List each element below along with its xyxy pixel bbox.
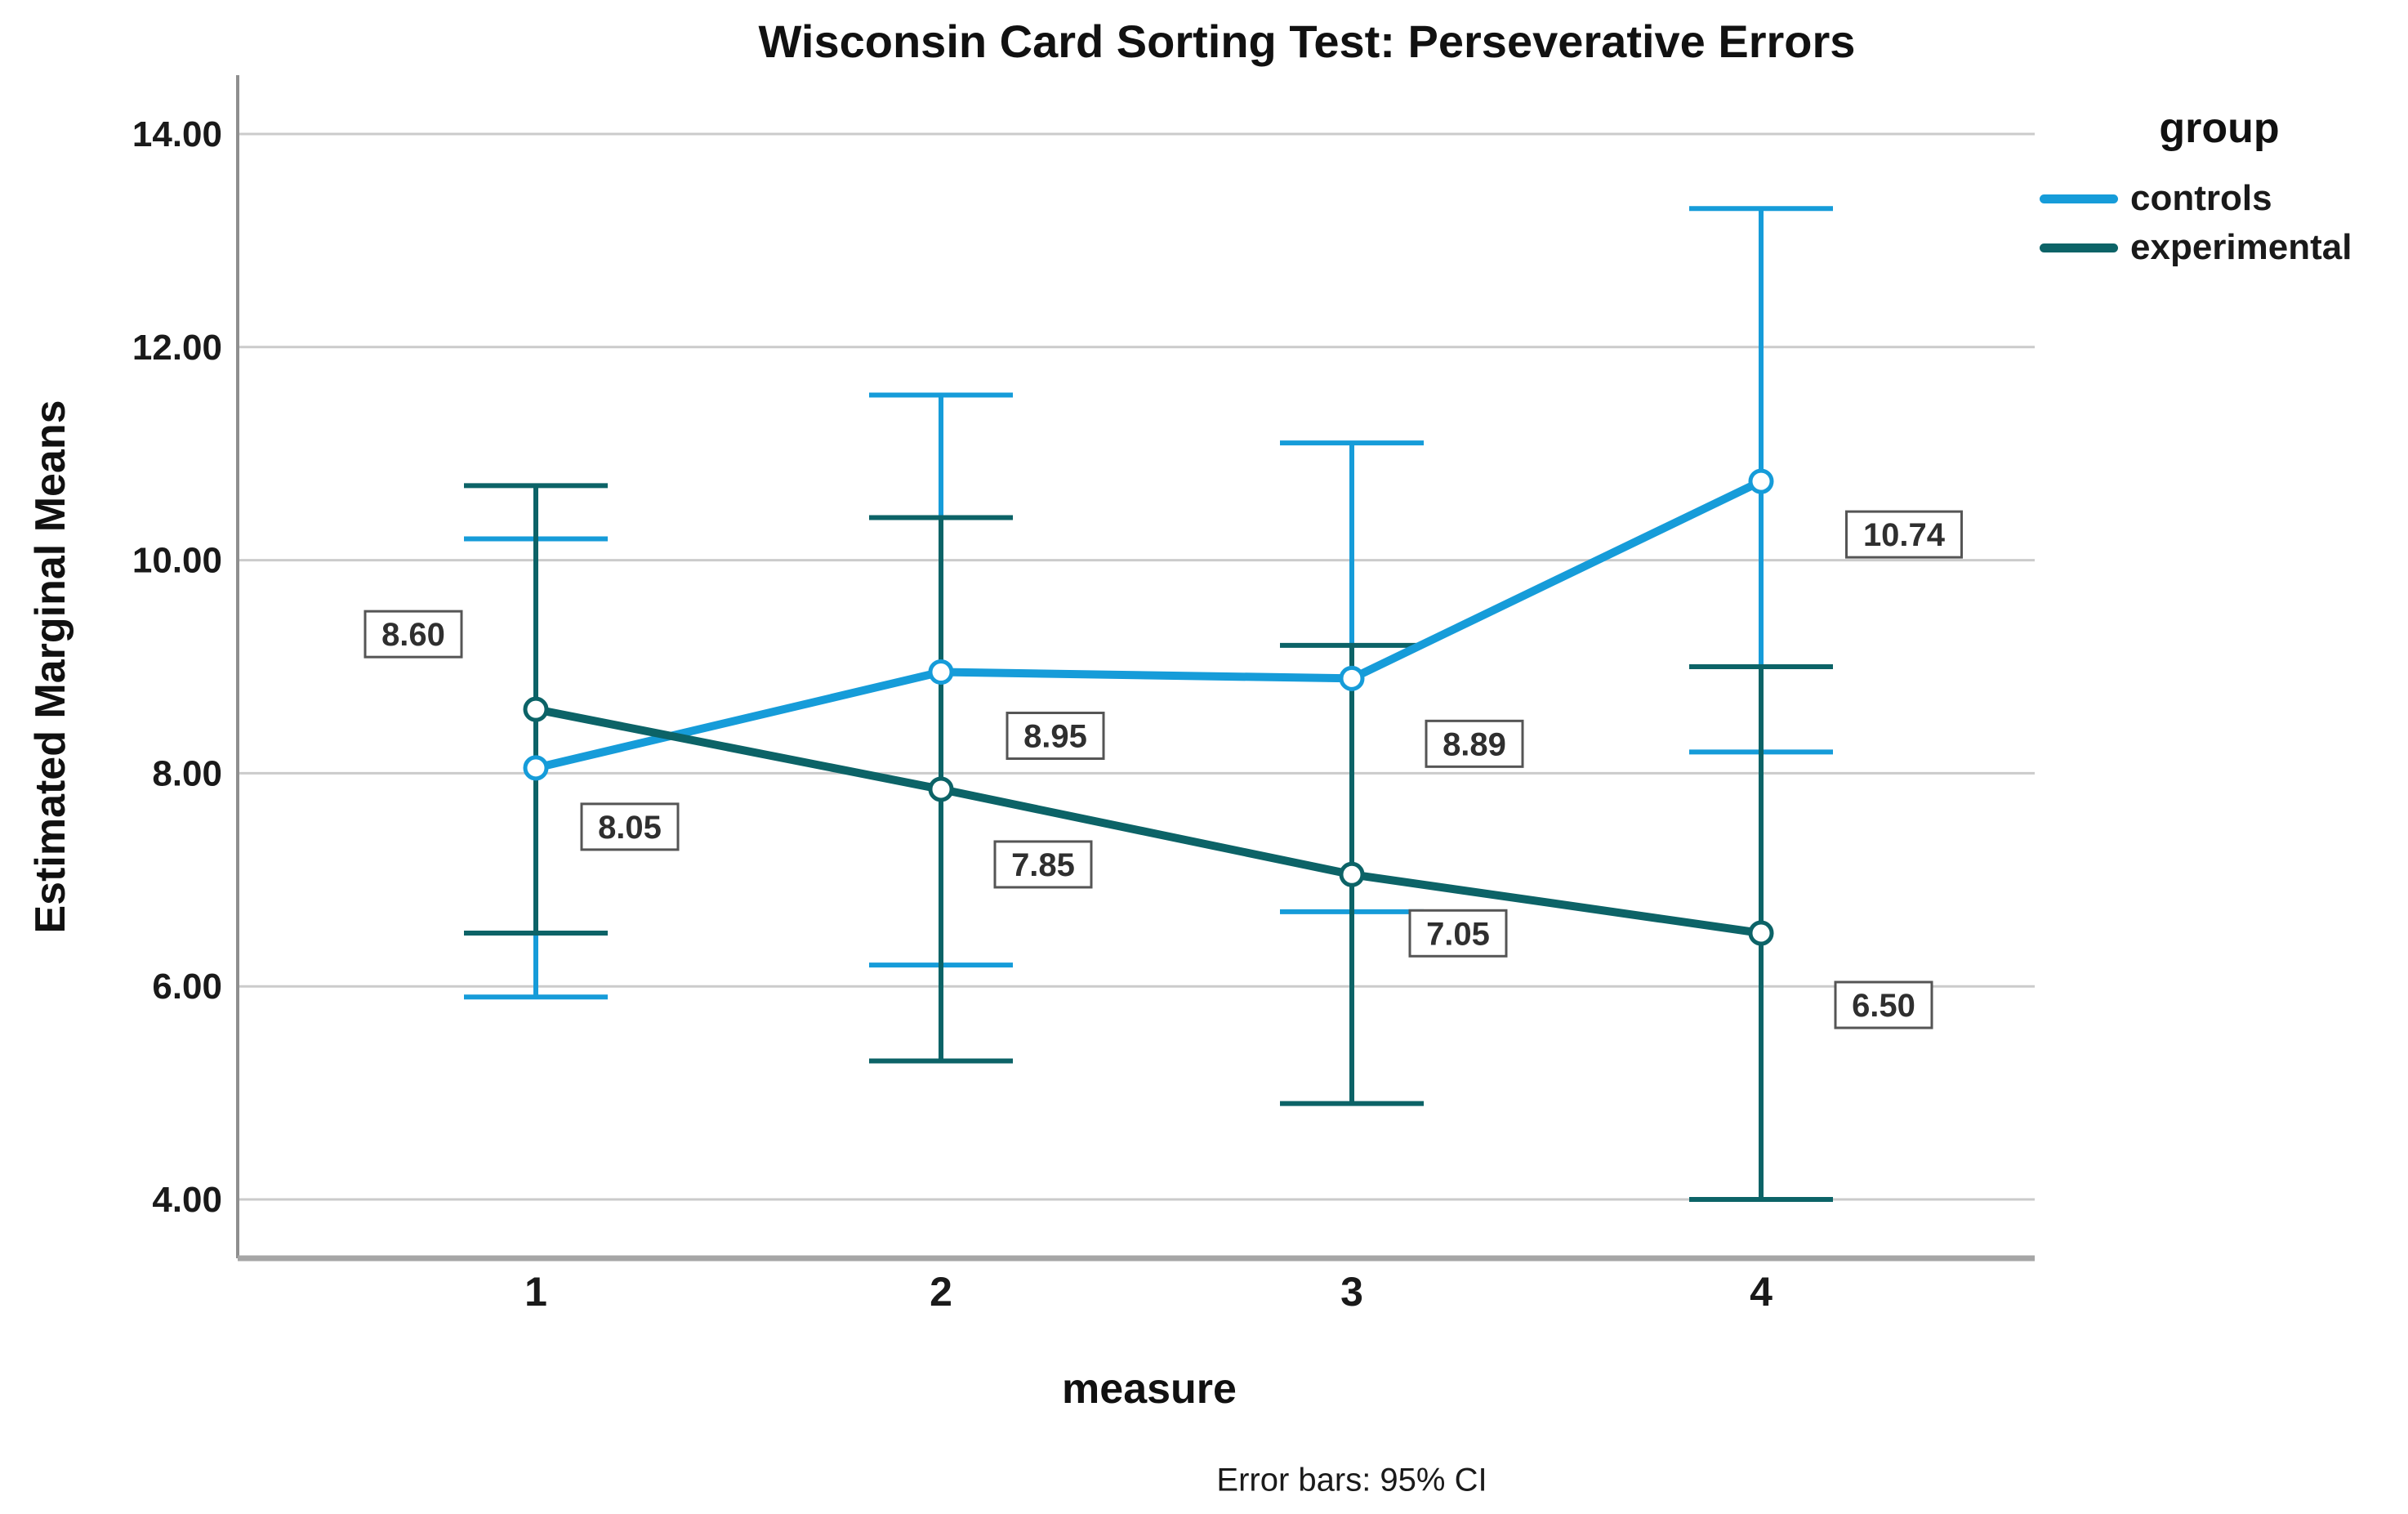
legend-label-experimental: experimental (2130, 227, 2352, 267)
point-label-box (580, 802, 680, 851)
point-label: 7.85 (1011, 847, 1075, 883)
legend-label-controls: controls (2130, 178, 2272, 218)
x-tick-label: 4 (1750, 1269, 1773, 1315)
data-point-controls (1339, 665, 1365, 691)
data-point-experimental (523, 696, 549, 722)
error-bars-footnote: Error bars: 95% CI (1216, 1462, 1487, 1498)
chart-title: Wisconsin Card Sorting Test: Perseverati… (758, 16, 1856, 67)
x-axis-title: measure (1062, 1365, 1237, 1413)
data-point-experimental (928, 776, 954, 802)
point-label: 8.60 (381, 617, 445, 653)
point-label: 8.05 (598, 810, 662, 846)
point-label-box (993, 840, 1093, 889)
y-tick-label: 10.00 (132, 541, 222, 581)
point-label-box (363, 610, 463, 659)
point-label-box (1408, 909, 1508, 958)
y-tick-label: 4.00 (152, 1180, 222, 1220)
point-label: 6.50 (1852, 988, 1915, 1024)
data-point-controls (1748, 468, 1774, 494)
legend-entry-experimental: experimental (2040, 227, 2352, 268)
x-tick-label: 1 (524, 1269, 547, 1315)
point-label: 8.95 (1023, 719, 1087, 755)
controls-line-swatch (2040, 194, 2118, 203)
point-label: 7.05 (1426, 916, 1490, 952)
y-tick-label: 12.00 (132, 328, 222, 368)
point-label-box (1006, 712, 1105, 761)
series-line-experimental (535, 705, 1762, 937)
legend-entry-controls: controls (2040, 178, 2272, 219)
y-tick-label: 6.00 (152, 967, 222, 1007)
data-point-controls (928, 659, 954, 686)
point-label-box (1425, 719, 1524, 768)
data-point-controls (523, 755, 549, 781)
legend-title: group (2159, 105, 2280, 152)
y-tick-label: 14.00 (132, 114, 222, 154)
point-label: 8.89 (1443, 726, 1506, 762)
x-tick-label: 3 (1340, 1269, 1363, 1315)
y-tick-label: 8.00 (152, 753, 222, 793)
series-line-controls (534, 477, 1764, 772)
point-label-box (1834, 980, 1933, 1029)
data-point-experimental (1748, 920, 1774, 946)
point-label: 10.74 (1863, 517, 1946, 553)
experimental-line-swatch (2040, 243, 2118, 252)
data-point-experimental (1339, 861, 1365, 887)
x-tick-label: 2 (930, 1269, 952, 1315)
point-label-box (1845, 510, 1963, 559)
